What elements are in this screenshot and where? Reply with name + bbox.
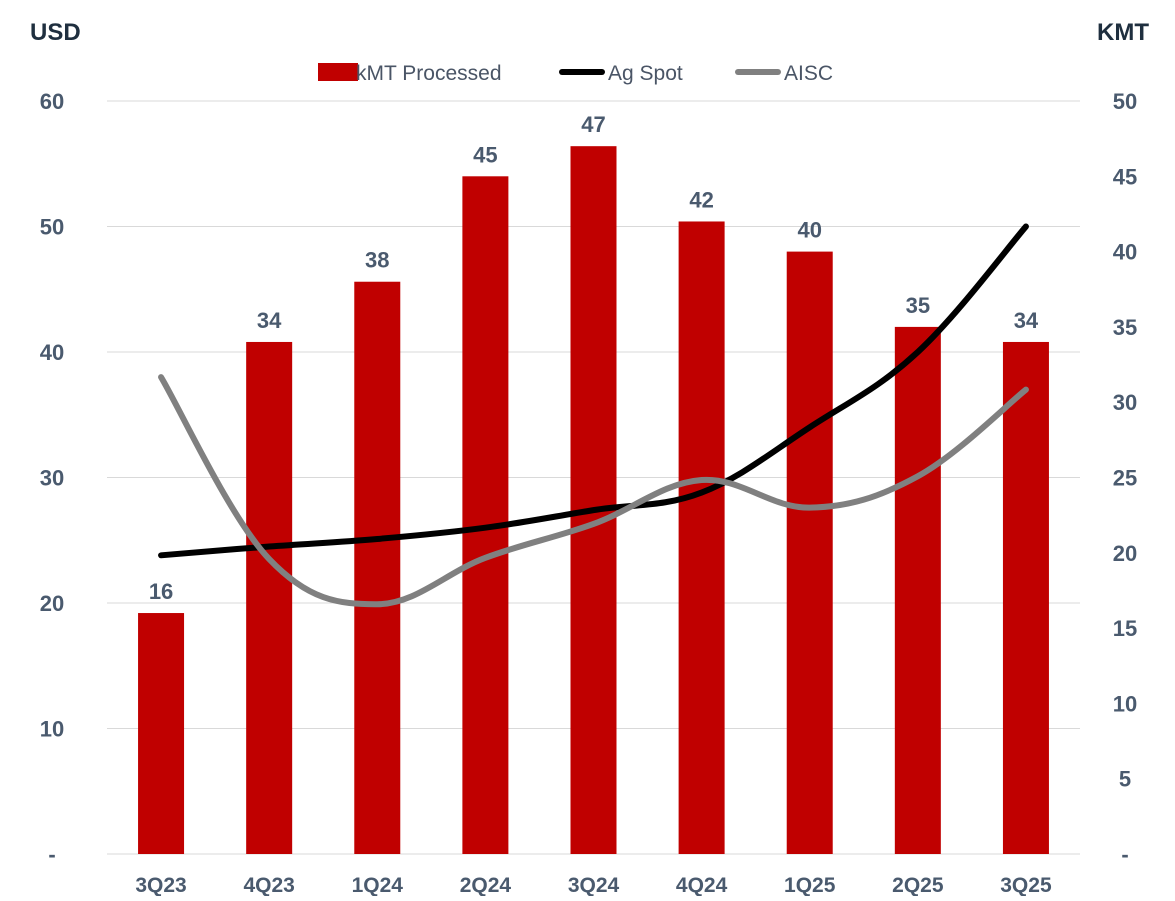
right-tick-label: - bbox=[1121, 842, 1128, 867]
category-label: 2Q24 bbox=[460, 874, 512, 896]
category-label: 3Q24 bbox=[568, 874, 620, 896]
legend-label: Ag Spot bbox=[608, 62, 683, 85]
left-tick-label: - bbox=[48, 842, 55, 867]
right-axis-unit-label: KMT bbox=[1097, 19, 1149, 46]
bar-data-label: 38 bbox=[365, 248, 389, 273]
axes: - 10 20 30 40 50 60 - 5 10 15 20 25 30 35 40 45 50 USD KMT 3… bbox=[30, 19, 1149, 897]
bar bbox=[1002, 341, 1049, 855]
category-label: 4Q24 bbox=[676, 874, 728, 896]
left-tick-label: 20 bbox=[40, 591, 64, 616]
line-series bbox=[158, 223, 1029, 608]
bar-series-kmt-processed bbox=[138, 146, 1049, 855]
bar bbox=[354, 281, 401, 855]
left-tick-label: 50 bbox=[40, 215, 64, 240]
category-label: 1Q25 bbox=[784, 874, 836, 896]
right-tick-label: 20 bbox=[1113, 541, 1137, 566]
bar-data-label: 42 bbox=[689, 187, 713, 212]
left-tick-label: 40 bbox=[40, 340, 64, 365]
left-tick-label: 60 bbox=[40, 89, 64, 114]
right-tick-label: 50 bbox=[1113, 89, 1137, 114]
bar bbox=[246, 341, 293, 855]
bar bbox=[462, 176, 509, 855]
category-label: 1Q24 bbox=[352, 874, 404, 896]
bar-data-label: 34 bbox=[257, 308, 282, 333]
bar bbox=[570, 146, 617, 854]
right-tick-label: 5 bbox=[1119, 767, 1131, 792]
data-labels: 16 34 38 45 47 42 40 35 34 bbox=[149, 112, 1039, 604]
bar bbox=[678, 221, 725, 855]
bar-data-label: 35 bbox=[906, 293, 930, 318]
bar bbox=[138, 613, 185, 854]
right-tick-label: 40 bbox=[1113, 240, 1137, 265]
right-tick-label: 35 bbox=[1113, 315, 1137, 340]
category-label: 4Q23 bbox=[243, 874, 294, 896]
left-tick-label: 10 bbox=[40, 717, 64, 742]
category-label: 2Q25 bbox=[892, 874, 944, 896]
right-tick-label: 45 bbox=[1113, 164, 1137, 189]
line-aisc bbox=[158, 374, 1029, 608]
line-ag-spot bbox=[158, 223, 1029, 559]
left-axis-unit-label: USD bbox=[30, 19, 81, 46]
legend-swatch-bar bbox=[318, 63, 358, 81]
bar bbox=[894, 326, 941, 854]
right-tick-label: 10 bbox=[1113, 691, 1137, 716]
right-tick-label: 15 bbox=[1113, 616, 1137, 641]
category-label: 3Q23 bbox=[135, 874, 186, 896]
legend: kMT Processed Ag Spot AISC bbox=[318, 62, 833, 85]
bar bbox=[786, 251, 833, 855]
legend-label: kMT Processed bbox=[356, 62, 502, 85]
bar-data-label: 16 bbox=[149, 579, 173, 604]
bar-data-label: 45 bbox=[473, 142, 497, 167]
right-tick-label: 25 bbox=[1113, 466, 1137, 491]
legend-label: AISC bbox=[784, 62, 833, 85]
bar-data-label: 40 bbox=[797, 218, 821, 243]
left-tick-label: 30 bbox=[40, 466, 64, 491]
category-label: 3Q25 bbox=[1000, 874, 1052, 896]
bar-data-label: 47 bbox=[581, 112, 605, 137]
right-tick-label: 30 bbox=[1113, 390, 1137, 415]
bar-data-label: 34 bbox=[1014, 308, 1039, 333]
